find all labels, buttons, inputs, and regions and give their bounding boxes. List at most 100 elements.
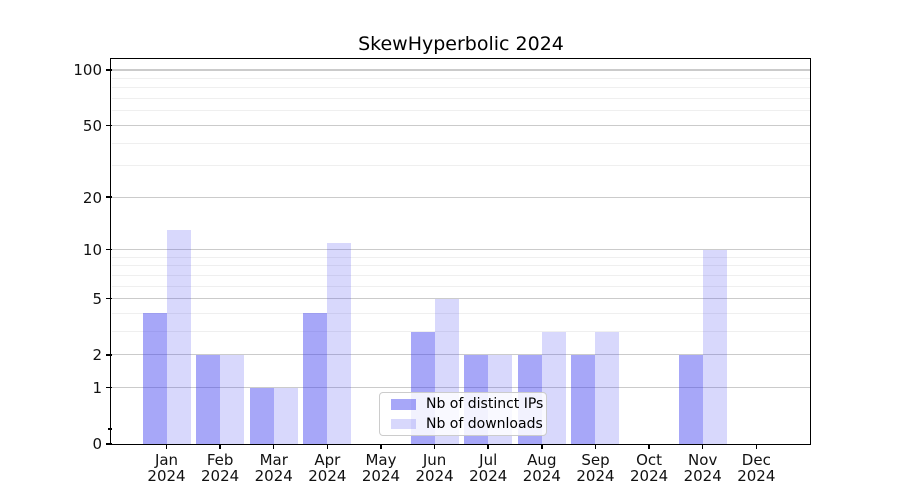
plot-area [112, 60, 810, 444]
major-gridline-1 [112, 387, 810, 389]
chart-title: SkewHyperbolic 2024 [358, 33, 564, 55]
y-tick-label-10: 10 [82, 241, 102, 260]
x-tick-year: 2024 [415, 466, 454, 485]
bar-nb-of-downloads-feb [220, 354, 245, 444]
x-tick-label-jul: Jul 2024 [461, 452, 515, 484]
x-tick-jun [433, 443, 436, 449]
bar-nb-of-downloads-apr [327, 242, 352, 444]
x-tick-label-mar: Mar 2024 [247, 452, 301, 484]
y-tick-5 [106, 297, 112, 300]
major-gridline-2 [112, 354, 810, 356]
x-tick-dec [755, 443, 758, 449]
y-tick-2 [106, 354, 112, 356]
major-gridline-50 [112, 124, 810, 126]
bar-nb-of-downloads-mar [273, 387, 298, 444]
minor-gridline-3 [112, 331, 810, 332]
legend: Nb of distinct IPs Nb of downloads [379, 392, 547, 436]
x-tick-year: 2024 [254, 466, 293, 485]
minor-gridline-40 [112, 142, 810, 144]
x-tick-month: Sep [581, 450, 610, 469]
x-tick-mar [272, 443, 275, 449]
x-tick-year: 2024 [629, 466, 669, 485]
x-tick-month: Jul [479, 450, 498, 469]
major-gridline-100 [112, 69, 810, 71]
x-tick-month: Feb [206, 450, 234, 469]
y-tick-label-1: 1 [92, 379, 102, 398]
minor-gridline-30 [112, 165, 810, 167]
x-tick-label-dec: Dec 2024 [729, 452, 783, 484]
x-tick-year: 2024 [469, 466, 508, 485]
y-tick-20 [106, 196, 112, 198]
bar-nb-of-distinct-ips-apr [303, 313, 328, 444]
x-tick-year: 2024 [361, 466, 401, 485]
x-tick-label-nov: Nov 2024 [676, 452, 730, 484]
x-tick-month: Jan [154, 450, 179, 469]
x-tick-jul [487, 443, 489, 449]
y-tick-1 [106, 386, 112, 389]
x-tick-month: Jun [422, 450, 447, 469]
x-tick-feb [219, 443, 221, 449]
x-tick-year: 2024 [308, 466, 347, 485]
x-tick-month: Nov [688, 450, 718, 469]
bar-nb-of-distinct-ips-mar [249, 387, 274, 444]
x-tick-month: May [365, 450, 397, 469]
x-tick-month: Dec [741, 450, 771, 469]
x-tick-label-jan: Jan 2024 [140, 452, 194, 484]
minor-gridline-4 [112, 312, 810, 314]
x-tick-month: Aug [527, 450, 557, 469]
x-tick-month: Mar [259, 450, 288, 469]
bar-nb-of-distinct-ips-nov [678, 354, 703, 444]
bar-nb-of-downloads-jan [166, 230, 191, 444]
x-tick-label-oct: Oct 2024 [622, 452, 676, 484]
y-tick-label-20: 20 [82, 188, 102, 207]
x-tick-label-may: May 2024 [354, 452, 408, 484]
x-tick-label-sep: Sep 2024 [568, 452, 622, 484]
minor-gridline-90 [112, 77, 810, 79]
x-tick-year: 2024 [522, 466, 561, 485]
major-gridline-5 [112, 298, 810, 300]
y-tick-label-50: 50 [82, 116, 102, 135]
x-tick-aug [541, 443, 543, 449]
x-tick-may [380, 443, 382, 449]
major-gridline-10 [112, 248, 810, 251]
minor-gridline-70 [112, 98, 810, 100]
minor-gridline-8 [112, 265, 810, 267]
y-tick-10 [106, 248, 112, 251]
legend-label-nb-of-downloads: Nb of downloads [426, 415, 543, 432]
x-tick-year: 2024 [201, 466, 240, 485]
minor-gridline-6 [112, 285, 810, 287]
bar-nb-of-distinct-ips-sep [571, 354, 596, 444]
bar-nb-of-downloads-nov [702, 249, 727, 444]
x-tick-year: 2024 [737, 466, 776, 485]
legend-swatch-nb-of-distinct-ips [391, 399, 416, 410]
minor-gridline-80 [112, 87, 810, 89]
major-gridline-20 [112, 196, 810, 198]
x-tick-oct [648, 443, 650, 449]
x-tick-apr [326, 443, 329, 449]
legend-item-nb-of-downloads: Nb of downloads [386, 415, 543, 433]
minor-gridline-9 [112, 256, 810, 258]
y-tick-label-100: 100 [73, 61, 102, 80]
y-tick-50 [106, 124, 112, 127]
x-tick-nov [701, 443, 704, 449]
x-tick-month: Oct [636, 450, 663, 469]
x-tick-year: 2024 [147, 466, 186, 485]
x-tick-year: 2024 [683, 466, 722, 485]
y-tick-label-2: 2 [92, 346, 102, 365]
y-tick-label-5: 5 [92, 290, 102, 309]
bar-nb-of-distinct-ips-feb [196, 354, 221, 444]
y-tick-100 [106, 69, 112, 71]
legend-label-nb-of-distinct-ips: Nb of distinct IPs [426, 396, 544, 413]
legend-swatch-nb-of-downloads [391, 418, 416, 429]
y-tick-label-0: 0 [92, 435, 102, 454]
x-tick-label-jun: Jun 2024 [408, 452, 462, 484]
x-tick-label-feb: Feb 2024 [193, 452, 247, 484]
minor-gridline-7 [112, 274, 810, 276]
x-tick-jan [165, 443, 168, 449]
minor-gridline-60 [112, 110, 810, 112]
bar-nb-of-downloads-sep [595, 331, 620, 444]
y-minor-tick [108, 428, 112, 430]
x-tick-label-apr: Apr 2024 [300, 452, 354, 484]
bar-nb-of-distinct-ips-jan [142, 313, 167, 444]
x-tick-label-aug: Aug 2024 [515, 452, 569, 484]
